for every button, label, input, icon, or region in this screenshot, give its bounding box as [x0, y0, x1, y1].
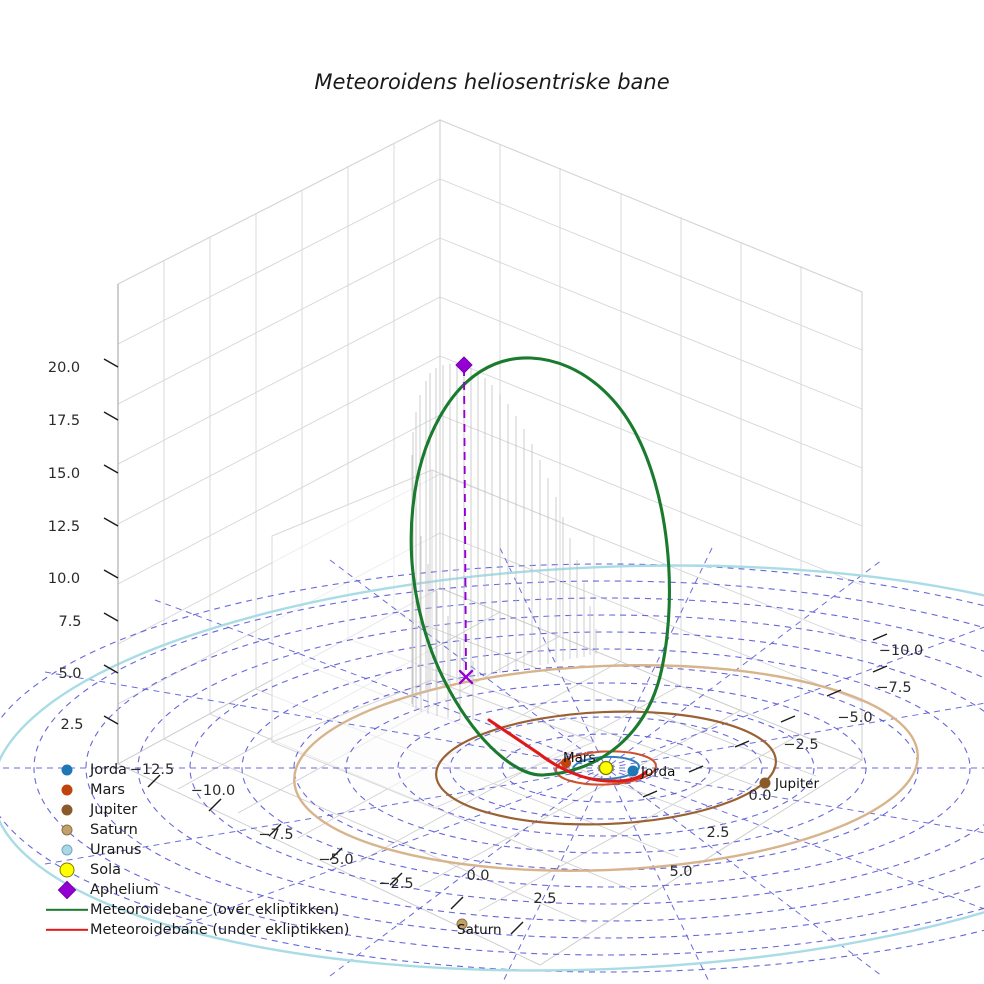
marker-mars[interactable]: [560, 757, 572, 769]
legend-label-sola: Sola: [90, 862, 121, 878]
aphelion-projection-x-icon: [458, 669, 474, 685]
body-label-jupiter: Jupiter: [774, 776, 819, 792]
svg-text:7.5: 7.5: [58, 614, 81, 630]
body-label-jorda: Jorda: [640, 764, 675, 780]
legend-marker-jorda-icon: [44, 760, 90, 780]
svg-text:−2.5: −2.5: [783, 737, 818, 753]
marker-jupiter[interactable]: [759, 777, 771, 789]
legend-marker-jupiter-icon: [44, 800, 90, 820]
z-axis-ticks: [103, 358, 119, 725]
marker-saturn[interactable]: [456, 918, 468, 930]
svg-text:10.0: 10.0: [48, 571, 80, 587]
marker-sun[interactable]: [598, 760, 614, 776]
svg-text:−2.5: −2.5: [378, 876, 413, 892]
svg-text:−5.0: −5.0: [837, 710, 872, 726]
x-axis-ticks: [147, 774, 524, 935]
y-axis-ticks: [642, 633, 888, 798]
legend-label-saturn: Saturn: [90, 822, 138, 838]
legend-label-meteoroid-below: Meteoroidebane (under ekliptikken): [90, 922, 350, 938]
aphelion-drop-line: [463, 367, 467, 675]
legend-item-jupiter[interactable]: Jupiter: [44, 800, 349, 820]
legend-label-jorda: Jorda: [90, 762, 127, 778]
legend-item-meteoroid-above[interactable]: Meteoroidebane (over ekliptikken): [44, 900, 349, 920]
svg-text:2.5: 2.5: [706, 825, 729, 841]
svg-text:5.0: 5.0: [58, 666, 81, 682]
orbit-drop-lines: [411, 364, 597, 720]
y-axis-tick-labels: −10.0 −7.5 −5.0 −2.5 0.0 2.5 5.0: [669, 643, 923, 880]
legend-label-uranus: Uranus: [90, 842, 142, 858]
svg-text:2.5: 2.5: [533, 891, 556, 907]
legend-item-saturn[interactable]: Saturn: [44, 820, 349, 840]
legend-item-mars[interactable]: Mars: [44, 780, 349, 800]
svg-text:−7.5: −7.5: [876, 680, 911, 696]
legend-item-sola[interactable]: Sola: [44, 860, 349, 880]
polar-grid-radials: [0, 547, 984, 984]
legend-line-green-icon: [44, 900, 90, 920]
marker-earth[interactable]: [627, 765, 639, 777]
inner-helper-box: [270, 469, 596, 809]
z-axis-tick-labels: 20.0 17.5 15.0 12.5 10.0 7.5 5.0 2.5: [48, 360, 84, 733]
orbit-saturn: [293, 664, 919, 872]
svg-text:−10.0: −10.0: [191, 783, 235, 799]
legend-label-aphelium: Aphelium: [90, 882, 159, 898]
legend-item-aphelium[interactable]: Aphelium: [44, 880, 349, 900]
svg-text:0.0: 0.0: [466, 868, 489, 884]
svg-text:20.0: 20.0: [48, 360, 80, 376]
legend-line-red-icon: [44, 920, 90, 940]
legend-marker-sola-icon: [44, 860, 90, 880]
svg-text:17.5: 17.5: [48, 413, 80, 429]
orbit-jupiter: [435, 710, 777, 826]
body-label-mars: Mars: [563, 750, 596, 766]
legend-label-jupiter: Jupiter: [90, 802, 138, 818]
meteoroid-orbit-above-ecliptic: [409, 356, 671, 777]
svg-text:15.0: 15.0: [48, 466, 80, 482]
svg-text:−10.0: −10.0: [879, 643, 923, 659]
legend-marker-aphelium-icon: [44, 880, 90, 900]
svg-text:0.0: 0.0: [748, 788, 771, 804]
svg-text:5.0: 5.0: [669, 864, 692, 880]
svg-text:−5.0: −5.0: [318, 852, 353, 868]
page-title: Meteoroidens heliosentriske bane: [314, 70, 670, 94]
meteoroid-orbit-below-ecliptic: [487, 718, 648, 783]
svg-text:2.5: 2.5: [60, 717, 83, 733]
aphelion-marker[interactable]: [455, 356, 473, 374]
legend-item-meteoroid-below[interactable]: Meteoroidebane (under ekliptikken): [44, 920, 349, 940]
legend: Jorda Mars Jupiter Saturn Uranus: [44, 760, 349, 940]
body-label-saturn: Saturn: [457, 922, 502, 938]
legend-label-meteoroid-above: Meteoroidebane (over ekliptikken): [90, 902, 340, 918]
svg-text:12.5: 12.5: [48, 519, 80, 535]
x-axis-tick-labels: −12.5 −10.0 −7.5 −5.0 −2.5 0.0 2.5: [130, 762, 557, 907]
svg-text:−7.5: −7.5: [258, 827, 293, 843]
legend-marker-mars-icon: [44, 780, 90, 800]
svg-text:−12.5: −12.5: [130, 762, 174, 778]
legend-item-jorda[interactable]: Jorda: [44, 760, 349, 780]
legend-item-uranus[interactable]: Uranus: [44, 840, 349, 860]
legend-marker-uranus-icon: [44, 840, 90, 860]
orbit-uranus: [0, 564, 984, 972]
legend-marker-saturn-icon: [44, 820, 90, 840]
orbit-mars: [555, 750, 657, 786]
legend-label-mars: Mars: [90, 782, 125, 798]
